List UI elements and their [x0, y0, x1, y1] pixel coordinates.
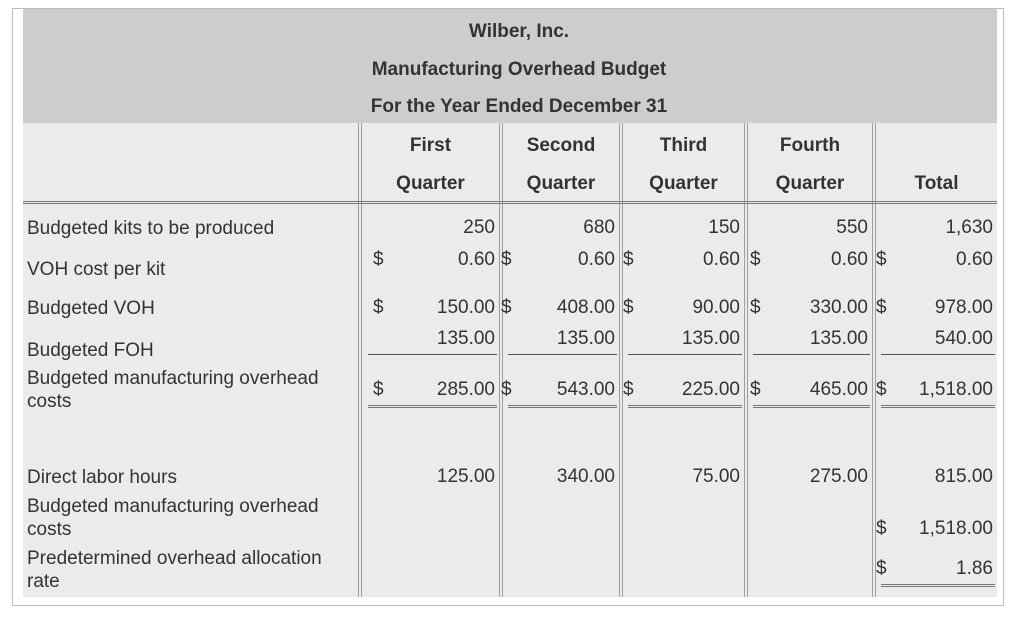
col-header-q1-top: First	[409, 135, 452, 156]
dlh-q1: 125.00	[436, 466, 495, 487]
voh-rate-q3: 0.60	[703, 249, 740, 270]
moh-q3-currency: $	[623, 379, 634, 400]
moh-q3: 225.00	[681, 379, 740, 400]
column-divider	[875, 123, 876, 597]
kits-total: 1,630	[945, 217, 993, 238]
column-divider	[872, 123, 873, 597]
row-label-moh: Budgeted manufacturing overhead costs	[27, 368, 319, 412]
voh-rate-q2: 0.60	[578, 249, 615, 270]
voh-rate-q3-currency: $	[623, 249, 634, 270]
row-label-dlh: Direct labor hours	[27, 467, 177, 488]
row-label-moh-total: Budgeted manufacturing overhead costs	[27, 496, 319, 540]
voh-total-currency: $	[876, 297, 887, 318]
moh-q1-currency: $	[373, 379, 384, 400]
column-divider	[747, 123, 748, 597]
budget-table: Wilber, Inc. Manufacturing Overhead Budg…	[23, 9, 997, 597]
dlh-q2: 340.00	[556, 466, 615, 487]
moh-q2: 543.00	[556, 379, 615, 400]
subtotal-underline	[628, 354, 742, 355]
poh-rate-currency: $	[876, 558, 887, 579]
moh-total-currency: $	[876, 379, 887, 400]
col-header-q4-bottom: Quarter	[775, 173, 845, 194]
budget-frame: Wilber, Inc. Manufacturing Overhead Budg…	[12, 8, 1004, 606]
voh-total: 978.00	[934, 297, 993, 318]
kits-q2: 680	[583, 217, 615, 238]
dlh-total: 815.00	[934, 466, 993, 487]
voh-q4: 330.00	[809, 297, 868, 318]
row-label-poh-rate: Predetermined overhead allocation rate	[27, 548, 322, 592]
voh-rate-q1-currency: $	[373, 249, 384, 270]
col-header-q2-top: Second	[526, 135, 596, 156]
col-header-q3-top: Third	[659, 135, 708, 156]
kits-q4: 550	[836, 217, 868, 238]
column-divider	[622, 123, 623, 597]
moh-q2-currency: $	[501, 379, 512, 400]
report-period: For the Year Ended December 31	[370, 96, 668, 117]
voh-rate-q4: 0.60	[831, 249, 868, 270]
voh-q1-currency: $	[373, 297, 384, 318]
voh-rate-q2-currency: $	[501, 249, 512, 270]
moh-q1: 285.00	[436, 379, 495, 400]
column-divider	[358, 123, 359, 597]
row-label-kits: Budgeted kits to be produced	[27, 218, 275, 239]
column-divider	[744, 123, 745, 597]
rate-double-underline	[881, 584, 995, 587]
column-divider	[502, 123, 503, 597]
voh-rate-total-currency: $	[876, 249, 887, 270]
moh-total-2-currency: $	[876, 518, 887, 539]
subtotal-underline	[368, 354, 497, 355]
column-divider	[499, 123, 500, 597]
header-underline	[23, 201, 997, 204]
dlh-q4: 275.00	[809, 466, 868, 487]
report-title: Manufacturing Overhead Budget	[371, 59, 667, 80]
voh-q3: 90.00	[692, 297, 740, 318]
voh-q1: 150.00	[436, 297, 495, 318]
moh-q4-currency: $	[750, 379, 761, 400]
foh-q3: 135.00	[681, 328, 740, 349]
col-header-q2-bottom: Quarter	[526, 173, 596, 194]
col-header-total: Total	[914, 173, 959, 194]
voh-q3-currency: $	[623, 297, 634, 318]
column-divider	[361, 123, 362, 597]
foh-q2: 135.00	[556, 328, 615, 349]
row-label-voh: Budgeted VOH	[27, 298, 155, 319]
total-double-underline	[753, 405, 870, 408]
row-label-voh-rate: VOH cost per kit	[27, 259, 166, 280]
moh-total: 1,518.00	[919, 379, 993, 400]
title-band: Wilber, Inc. Manufacturing Overhead Budg…	[23, 9, 997, 123]
column-divider	[619, 123, 620, 597]
total-double-underline	[628, 405, 742, 408]
voh-q2-currency: $	[501, 297, 512, 318]
voh-rate-total: 0.60	[956, 249, 993, 270]
voh-rate-q4-currency: $	[750, 249, 761, 270]
voh-q2: 408.00	[556, 297, 615, 318]
dlh-q3: 75.00	[692, 466, 740, 487]
foh-total: 540.00	[934, 328, 993, 349]
row-label-foh: Budgeted FOH	[27, 340, 154, 361]
total-double-underline	[508, 405, 617, 408]
subtotal-underline	[753, 354, 870, 355]
subtotal-underline	[881, 354, 995, 355]
company-name: Wilber, Inc.	[468, 21, 570, 42]
total-double-underline	[881, 405, 995, 408]
kits-q3: 150	[708, 217, 740, 238]
foh-q1: 135.00	[436, 328, 495, 349]
col-header-q1-bottom: Quarter	[396, 173, 465, 194]
total-double-underline	[368, 405, 497, 408]
col-header-q3-bottom: Quarter	[649, 173, 718, 194]
kits-q1: 250	[463, 217, 495, 238]
foh-q4: 135.00	[809, 328, 868, 349]
moh-total-2: 1,518.00	[919, 518, 993, 539]
subtotal-underline	[508, 354, 617, 355]
moh-q4: 465.00	[809, 379, 868, 400]
col-header-q4-top: Fourth	[779, 135, 841, 156]
poh-rate-total: 1.86	[956, 558, 993, 579]
voh-q4-currency: $	[750, 297, 761, 318]
voh-rate-q1: 0.60	[458, 249, 495, 270]
